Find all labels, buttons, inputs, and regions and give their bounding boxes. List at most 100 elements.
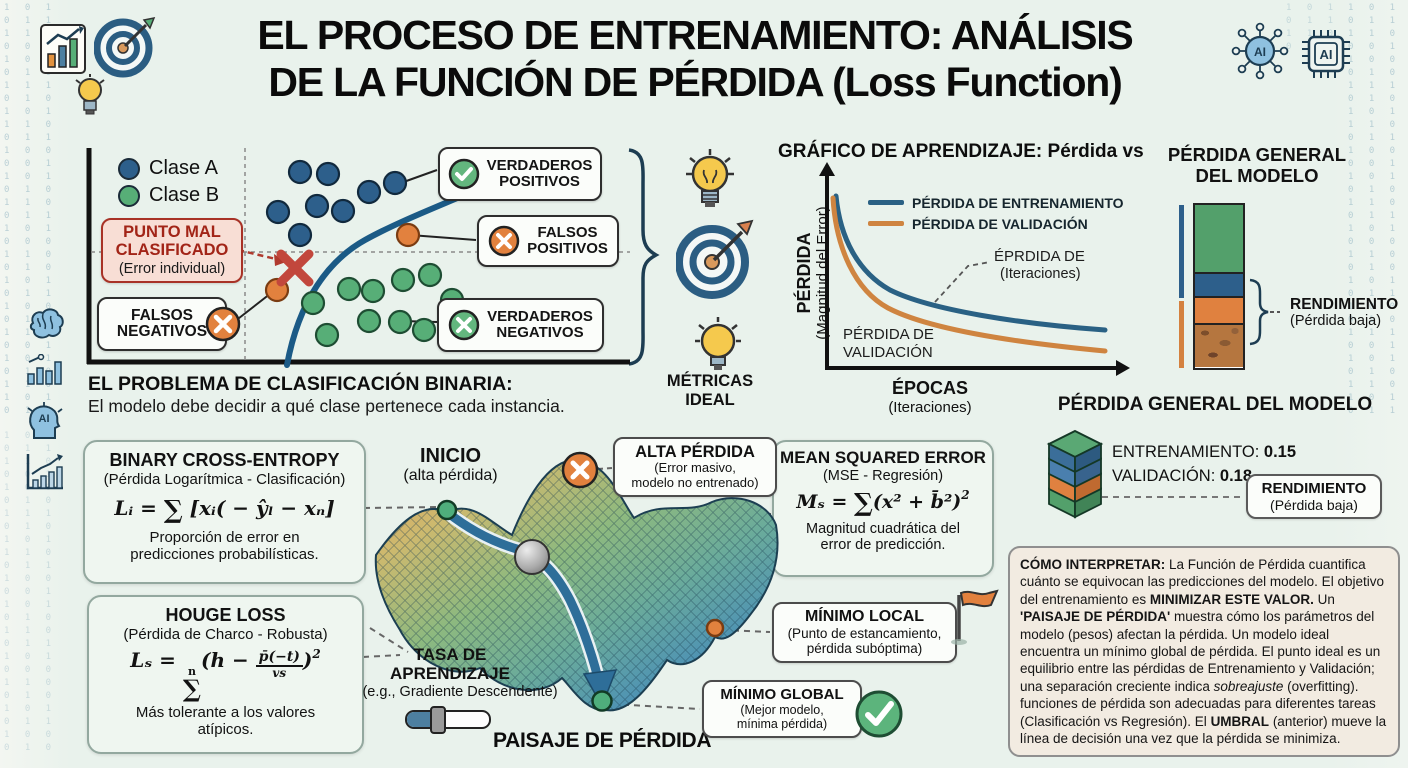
interpretation-box: CÓMO INTERPRETAR: La Función de Pérdida … bbox=[1008, 546, 1400, 757]
bce-body: [xᵢ( − ŷₗ − xₙ] bbox=[182, 495, 335, 520]
mse-body: (x² + b̄²) bbox=[872, 490, 962, 513]
mse-desc-line2: error de predicción. bbox=[820, 537, 946, 554]
clase-a-label: Clase A bbox=[149, 157, 218, 179]
stacked-loss-bar bbox=[1193, 203, 1245, 370]
learning-rate-slider bbox=[405, 710, 491, 729]
annotation-leader bbox=[934, 261, 991, 303]
learning-chart-title: GRÁFICO DE APRENDIZAJE: Pérdida vs bbox=[778, 141, 1144, 162]
growth-chart-icon bbox=[26, 454, 63, 490]
learning-chart-legend: PÉRDIDA DE ENTRENAMIENTO PÉRDIDA DE VALI… bbox=[868, 192, 1124, 234]
houge-title: HOUGE LOSS bbox=[165, 605, 286, 625]
houge-description: Más tolerante a los valores atípicos. bbox=[89, 703, 362, 739]
global-min-marker bbox=[591, 690, 613, 712]
houge-lhs: Lₛ = bbox=[130, 647, 183, 672]
idea-bulb-icon-bottom bbox=[695, 317, 741, 370]
minimo-local-sub2: pérdida subóptima) bbox=[806, 640, 923, 656]
houge-exponent: 2 bbox=[312, 646, 321, 661]
training-loss-label: ENTRENAMIENTO: bbox=[1112, 443, 1264, 461]
falsos-negativos-line1: FALSOS bbox=[130, 306, 193, 324]
houge-sum: ∑ bbox=[182, 673, 201, 703]
misclassified-arrowhead bbox=[274, 254, 286, 266]
houge-open: (h − bbox=[200, 647, 256, 672]
rendimiento-box-sub: (Pérdida baja) bbox=[1270, 497, 1358, 513]
punto-mal-title: PUNTO MAL CLASIFICADO bbox=[105, 223, 239, 260]
loss-landscape-surface bbox=[374, 451, 779, 712]
check-circle-icon bbox=[448, 158, 479, 190]
target-arrow-icon bbox=[94, 16, 156, 78]
connector-minimo-local bbox=[721, 629, 771, 633]
ai-head-icon: AI bbox=[27, 402, 63, 439]
verdaderos-negativos-line2: NEGATIVOS bbox=[496, 324, 584, 341]
slider-fill bbox=[407, 712, 437, 727]
annotation-line1: ÉPRDIDA DE bbox=[994, 248, 1085, 265]
loss-bar-title-line1: PÉRDIDA GENERAL bbox=[1167, 144, 1347, 165]
houge-close: ) bbox=[302, 647, 313, 672]
training-loss-curve bbox=[833, 193, 1108, 333]
minimo-local-sub1: (Punto de estancamiento, bbox=[787, 625, 942, 641]
descent-path bbox=[442, 507, 603, 683]
bar-segment-textured bbox=[1195, 325, 1243, 367]
callout-minimo-local: MÍNIMO LOCAL (Punto de estancamiento, pé… bbox=[772, 602, 957, 664]
scatter-caption-title: EL PROBLEMA DE CLASIFICACIÓN BINARIA: bbox=[88, 373, 513, 395]
bar-chart-icon bbox=[40, 24, 86, 74]
punto-mal-line1: PUNTO MAL bbox=[123, 223, 221, 241]
bce-subtitle: (Pérdida Logarítmica - Clasificación) bbox=[103, 470, 346, 488]
gradient-ball bbox=[514, 539, 550, 575]
lightbulb-icon bbox=[75, 74, 105, 115]
minimo-local-title: MÍNIMO LOCAL bbox=[804, 608, 925, 625]
training-loss-value: 0.15 bbox=[1263, 443, 1297, 461]
page-title: EL PROCESO DE ENTRENAMIENTO: ANÁLISIS DE… bbox=[195, 12, 1195, 106]
inicio-label: INICIO (alta pérdida) bbox=[393, 446, 508, 485]
punto-mal-line2: CLASIFICADO bbox=[115, 240, 229, 259]
callout-falsos-negativos: FALSOS NEGATIVOS bbox=[97, 297, 227, 351]
high-loss-x-glyph bbox=[570, 460, 590, 480]
tasa-line1: TASA DE bbox=[413, 645, 487, 664]
mse-lhs: Mₛ = bbox=[796, 490, 855, 513]
bar-segment-green bbox=[1195, 205, 1243, 274]
error-x-marker bbox=[276, 249, 314, 287]
houge-fraction: p̄(−t) vs bbox=[255, 650, 303, 679]
legend-item-clase-a: Clase A bbox=[118, 155, 219, 182]
bce-lhs: Lᵢ = bbox=[114, 495, 164, 520]
training-loss-row: ENTRENAMIENTO: 0.15 bbox=[1112, 440, 1296, 464]
terrain bbox=[374, 458, 779, 712]
rendimiento-label-top: RENDIMIENTO (Pérdida baja) bbox=[1290, 296, 1398, 329]
x-circle-green-icon bbox=[448, 309, 480, 341]
houge-formula: Lₛ = n ∑ (h − p̄(−t) vs)2 bbox=[89, 647, 362, 701]
minimo-global-title: MÍNIMO GLOBAL bbox=[720, 686, 844, 703]
bce-desc-line2: predicciones probabilísticas. bbox=[130, 545, 319, 563]
ai-network-icon: AI bbox=[1231, 22, 1289, 80]
stats-bars-icon bbox=[27, 354, 62, 385]
validation-swatch bbox=[868, 221, 904, 226]
misclassified-arrow bbox=[237, 248, 281, 262]
page-title-line2: DE LA FUNCIÓN DE PÉRDIDA (Loss Function) bbox=[268, 59, 1122, 105]
learning-curve-chart bbox=[819, 162, 1130, 376]
mse-desc-line1: Magnitud cuadrática del bbox=[806, 520, 960, 537]
x-circle-icon-falsos-negativos bbox=[205, 306, 241, 342]
legend-item-validation: PÉRDIDA DE VALIDACIÓN bbox=[868, 213, 1124, 234]
legend-item-training: PÉRDIDA DE ENTRENAMIENTO bbox=[868, 192, 1124, 213]
bar-segment-orange bbox=[1195, 298, 1243, 325]
callout-falsos-positivos: FALSOS POSITIVOS bbox=[477, 215, 619, 267]
validation-legend-label: PÉRDIDA DE VALIDACIÓN bbox=[912, 215, 1088, 232]
callout-verdaderos-positivos: VERDADEROS POSITIVOS bbox=[438, 147, 602, 201]
bce-formula-box: BINARY CROSS-ENTROPY (Pérdida Logarítmic… bbox=[83, 440, 366, 584]
houge-desc-line1: Más tolerante a los valores bbox=[135, 703, 316, 721]
rendimiento-box: RENDIMIENTO (Pérdida baja) bbox=[1246, 474, 1382, 519]
callout-minimo-global: MÍNIMO GLOBAL (Mejor modelo, mínima pérd… bbox=[702, 680, 862, 738]
mse-formula-box: MEAN SQUARED ERROR (MSE - Regresión) Mₛ … bbox=[772, 440, 994, 577]
rendimiento-bold: RENDIMIENTO bbox=[1290, 296, 1399, 313]
bce-title: BINARY CROSS-ENTROPY bbox=[109, 450, 340, 470]
validation-loss-row: VALIDACIÓN: 0.18 bbox=[1112, 464, 1296, 488]
houge-sum-sup: n bbox=[187, 664, 196, 678]
descent-arrowhead bbox=[582, 669, 618, 708]
mse-subtitle: (MSE - Regresión) bbox=[822, 467, 944, 484]
flag-icon bbox=[951, 589, 999, 645]
clase-b-dot bbox=[118, 184, 140, 207]
binary-pattern-right: 1 0 1 0 1 1 1 1 0 0 0 1 1 0 0 0 1 0 1 1 … bbox=[1348, 3, 1401, 416]
target-icon-metrics bbox=[676, 219, 754, 299]
y-label-sub: (Magnitud del Error) bbox=[814, 206, 831, 340]
bce-formula: Lᵢ = ∑ [xᵢ( − ŷₗ − xₙ] bbox=[85, 495, 364, 524]
ai-head-label: AI bbox=[39, 413, 50, 425]
metrics-line2: IDEAL bbox=[685, 390, 735, 409]
